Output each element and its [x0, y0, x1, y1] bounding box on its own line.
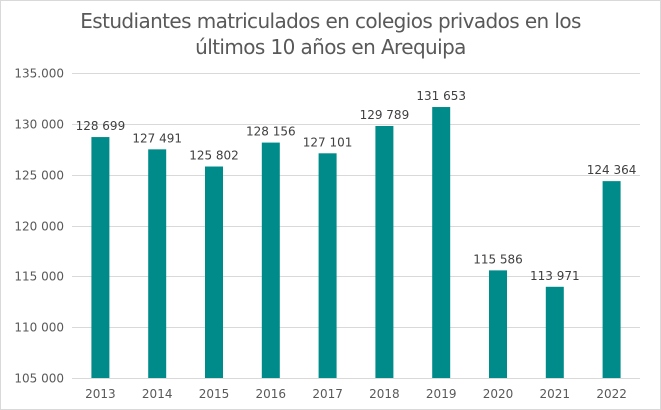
- bar-2014: [148, 149, 167, 378]
- gridlines: [72, 73, 640, 379]
- bar-2017: [318, 153, 337, 378]
- y-tick-label: 125 000: [14, 169, 64, 183]
- data-label: 128 699: [76, 119, 126, 133]
- x-tick-label: 2016: [256, 387, 287, 401]
- y-tick-label: 105 000: [14, 372, 64, 386]
- bar-2020: [489, 270, 507, 378]
- bar-2015: [205, 166, 223, 378]
- data-label: 127 101: [303, 135, 353, 149]
- data-label: 131 653: [416, 89, 466, 103]
- bar-2022: [602, 181, 621, 378]
- data-label: 115 586: [473, 252, 523, 266]
- bar-2021: [545, 286, 564, 378]
- data-label: 127 491: [132, 131, 182, 145]
- x-tick-label: 2017: [312, 387, 343, 401]
- x-axis: 2013 2014 2015 2016 2017 2018 2019 2020 2021 2022: [85, 387, 627, 401]
- bars: [91, 107, 621, 378]
- y-tick-label: 120 000: [14, 220, 64, 234]
- y-axis: 105 000 110 000 115 000 120 000 125 000 130 0…: [14, 67, 64, 386]
- y-tick-label: 135.000: [14, 67, 64, 81]
- bar-2016: [261, 142, 280, 378]
- y-tick-label: 130 000: [14, 118, 64, 132]
- data-labels: 128 699 127 491 125 802 128 156 127 101 129 7…: [76, 89, 637, 283]
- bar-2018: [375, 125, 394, 378]
- x-tick-label: 2014: [142, 387, 173, 401]
- chart-title-line-2: últimos 10 años en Arequipa: [195, 35, 466, 59]
- chart-title: Estudiantes matriculados en colegios pri…: [0, 8, 661, 60]
- bar-2019: [432, 107, 451, 378]
- bar-2013: [91, 137, 110, 378]
- data-label: 124 364: [587, 163, 637, 177]
- x-tick-label: 2015: [199, 387, 230, 401]
- x-tick-label: 2018: [369, 387, 400, 401]
- x-tick-label: 2020: [483, 387, 514, 401]
- x-tick-label: 2019: [426, 387, 457, 401]
- data-label: 113 971: [530, 269, 580, 283]
- x-tick-label: 2021: [540, 387, 571, 401]
- x-tick-label: 2013: [85, 387, 116, 401]
- y-tick-label: 110 000: [14, 321, 64, 335]
- y-tick-label: 115 000: [14, 270, 64, 284]
- data-label: 128 156: [246, 125, 296, 139]
- x-tick-label: 2022: [596, 387, 627, 401]
- data-label: 125 802: [189, 149, 239, 163]
- data-label: 129 789: [360, 108, 410, 122]
- chart-title-line-1: Estudiantes matriculados en colegios pri…: [80, 9, 581, 33]
